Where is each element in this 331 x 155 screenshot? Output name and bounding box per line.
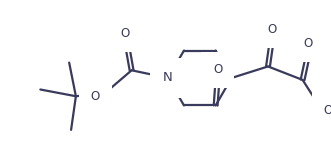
Text: O: O xyxy=(304,37,313,50)
Text: N: N xyxy=(163,71,173,84)
Text: O: O xyxy=(267,23,276,36)
Text: O: O xyxy=(213,63,222,76)
Text: O: O xyxy=(120,27,129,40)
Text: O: O xyxy=(91,90,100,103)
Text: O: O xyxy=(324,104,331,117)
